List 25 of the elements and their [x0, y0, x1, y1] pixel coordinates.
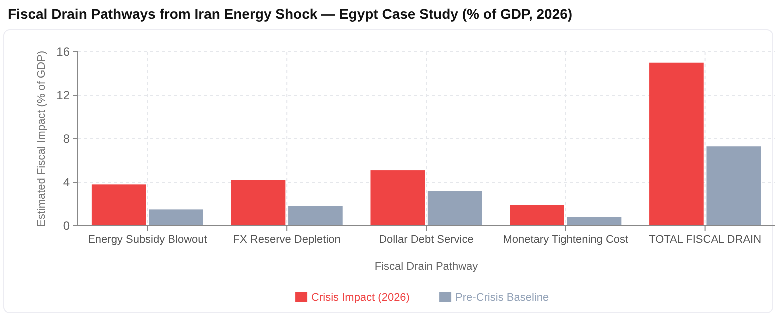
bar	[567, 217, 622, 226]
x-axis-title: Fiscal Drain Pathway	[374, 261, 479, 273]
x-tick-label: Dollar Debt Service	[379, 234, 474, 246]
chart-title: Fiscal Drain Pathways from Iran Energy Shock — Egypt Case Study (% of GDP, 2026)	[8, 6, 573, 22]
bar	[288, 206, 343, 226]
legend-label: Pre-Crisis Baseline	[456, 292, 550, 304]
bar	[428, 191, 482, 226]
x-tick-label: FX Reserve Depletion	[233, 234, 341, 246]
y-tick-label: 4	[63, 176, 70, 190]
bar	[706, 146, 762, 226]
bar	[650, 62, 704, 226]
x-tick-label: Monetary Tightening Cost	[503, 234, 629, 246]
x-tick-label: TOTAL FISCAL DRAIN	[649, 234, 762, 246]
y-tick-label: 8	[63, 132, 70, 146]
legend-label: Crisis Impact (2026)	[312, 292, 410, 304]
bar	[370, 170, 426, 226]
bar	[510, 205, 564, 226]
x-tick-label: Energy Subsidy Blowout	[88, 234, 208, 246]
y-tick-label: 16	[56, 45, 70, 60]
y-axis-title: Estimated Fiscal Impact (% of GDP)	[36, 50, 48, 228]
y-tick-label: 12	[56, 88, 70, 103]
bar	[92, 184, 146, 226]
bar	[231, 180, 286, 226]
bar	[149, 210, 204, 226]
y-tick-label: 0	[63, 219, 70, 234]
